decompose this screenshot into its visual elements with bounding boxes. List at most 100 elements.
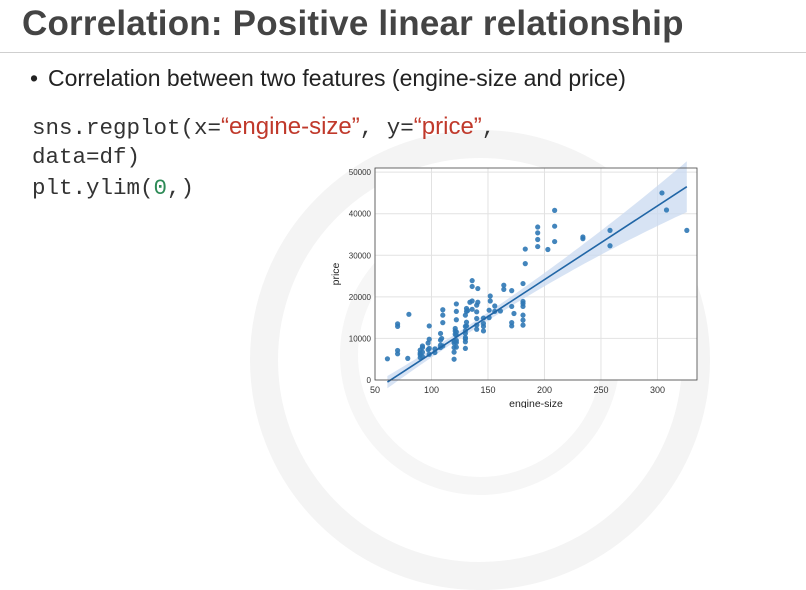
x-tick-label: 250 (593, 385, 608, 395)
data-point (522, 261, 528, 267)
data-point (659, 190, 665, 196)
data-point (511, 310, 517, 317)
x-axis-label: engine-size (509, 398, 563, 408)
y-tick-label: 10000 (349, 334, 372, 343)
slide-title: Correlation: Positive linear relationshi… (22, 4, 684, 43)
code-line-1: sns.regplot(x=“engine-size”, y=“price”, (32, 115, 495, 140)
data-point (465, 307, 471, 314)
data-point (469, 283, 475, 290)
data-point (462, 345, 468, 352)
data-point (469, 298, 475, 304)
code-token: sns.regplot(x= (32, 115, 222, 141)
data-point (453, 308, 459, 315)
data-point (384, 356, 391, 362)
data-point (453, 301, 459, 307)
plot-frame (374, 167, 698, 381)
x-tick-label: 150 (480, 385, 495, 395)
x-tick-label: 50 (370, 385, 380, 395)
code-token: plt.ylim( (32, 175, 154, 201)
data-point (394, 347, 401, 354)
data-point (440, 312, 446, 318)
data-point (684, 227, 690, 233)
data-point (475, 285, 481, 292)
data-point (463, 319, 470, 325)
code-token: , (481, 115, 496, 141)
data-point (419, 349, 426, 355)
data-point (419, 343, 426, 349)
data-point (453, 317, 459, 323)
x-tick-label: 200 (537, 385, 552, 395)
data-point (475, 299, 481, 305)
data-point (453, 329, 459, 335)
data-point (509, 288, 515, 294)
data-point (535, 224, 541, 230)
data-point (492, 303, 498, 309)
data-point (535, 236, 541, 243)
data-point (535, 230, 541, 236)
code-token: ,) (167, 175, 195, 201)
data-point (607, 243, 613, 249)
data-point (440, 307, 446, 313)
data-point (520, 298, 526, 305)
data-point (501, 286, 507, 292)
data-point (487, 298, 493, 304)
data-point (522, 246, 528, 252)
data-point (437, 330, 444, 337)
data-point (439, 335, 445, 342)
data-point (520, 322, 526, 328)
code-string: “engine-size” (221, 113, 360, 140)
data-point (509, 320, 515, 326)
data-point (405, 355, 411, 361)
data-point (520, 280, 526, 287)
data-point (440, 320, 446, 326)
data-point (426, 345, 432, 352)
data-point (462, 335, 468, 341)
bullet-text: Correlation between two features (engine… (48, 65, 626, 91)
code-token: , y= (359, 115, 414, 141)
regression-plot: 50 100 150 200 250 300 0 10000 20000 30000 40000 50… (330, 161, 698, 408)
data-point (552, 238, 558, 245)
data-point (426, 323, 432, 329)
data-point (406, 311, 412, 317)
x-tick-label: 100 (424, 385, 439, 395)
code-number: 0 (153, 175, 168, 201)
data-point (580, 234, 586, 240)
data-point (545, 246, 551, 253)
data-point (501, 282, 507, 288)
y-tick-label: 50000 (349, 168, 372, 177)
data-point (453, 344, 459, 350)
data-point (451, 356, 457, 362)
y-axis-label: price (330, 262, 342, 285)
data-point (509, 303, 515, 310)
data-point (663, 207, 670, 213)
y-tick-label: 40000 (349, 210, 372, 219)
data-point (520, 317, 526, 323)
data-point (394, 321, 401, 327)
data-point (474, 326, 480, 332)
data-point (480, 320, 487, 327)
data-point (535, 243, 541, 250)
data-point (520, 312, 526, 318)
data-point (486, 307, 492, 313)
code-line-2: data=df) (32, 146, 140, 169)
bullet-dot-icon: • (30, 65, 39, 91)
data-point (453, 337, 459, 344)
regression-line (386, 186, 688, 383)
data-point (474, 315, 480, 322)
data-point (469, 306, 475, 312)
data-point (463, 323, 470, 329)
x-tick-label: 300 (650, 385, 665, 395)
code-string: “price” (413, 113, 482, 140)
code-line-3: plt.ylim(0,) (32, 177, 194, 200)
data-point (474, 309, 480, 315)
data-point (451, 349, 457, 355)
bullet-item: • Correlation between two features (engin… (30, 65, 626, 92)
data-point (552, 223, 558, 229)
data-point (480, 328, 487, 334)
data-point (426, 336, 432, 342)
data-point (469, 278, 475, 284)
confidence-band (387, 161, 687, 389)
data-point (487, 293, 493, 299)
y-tick-label: 20000 (349, 293, 372, 302)
data-point (607, 227, 613, 233)
